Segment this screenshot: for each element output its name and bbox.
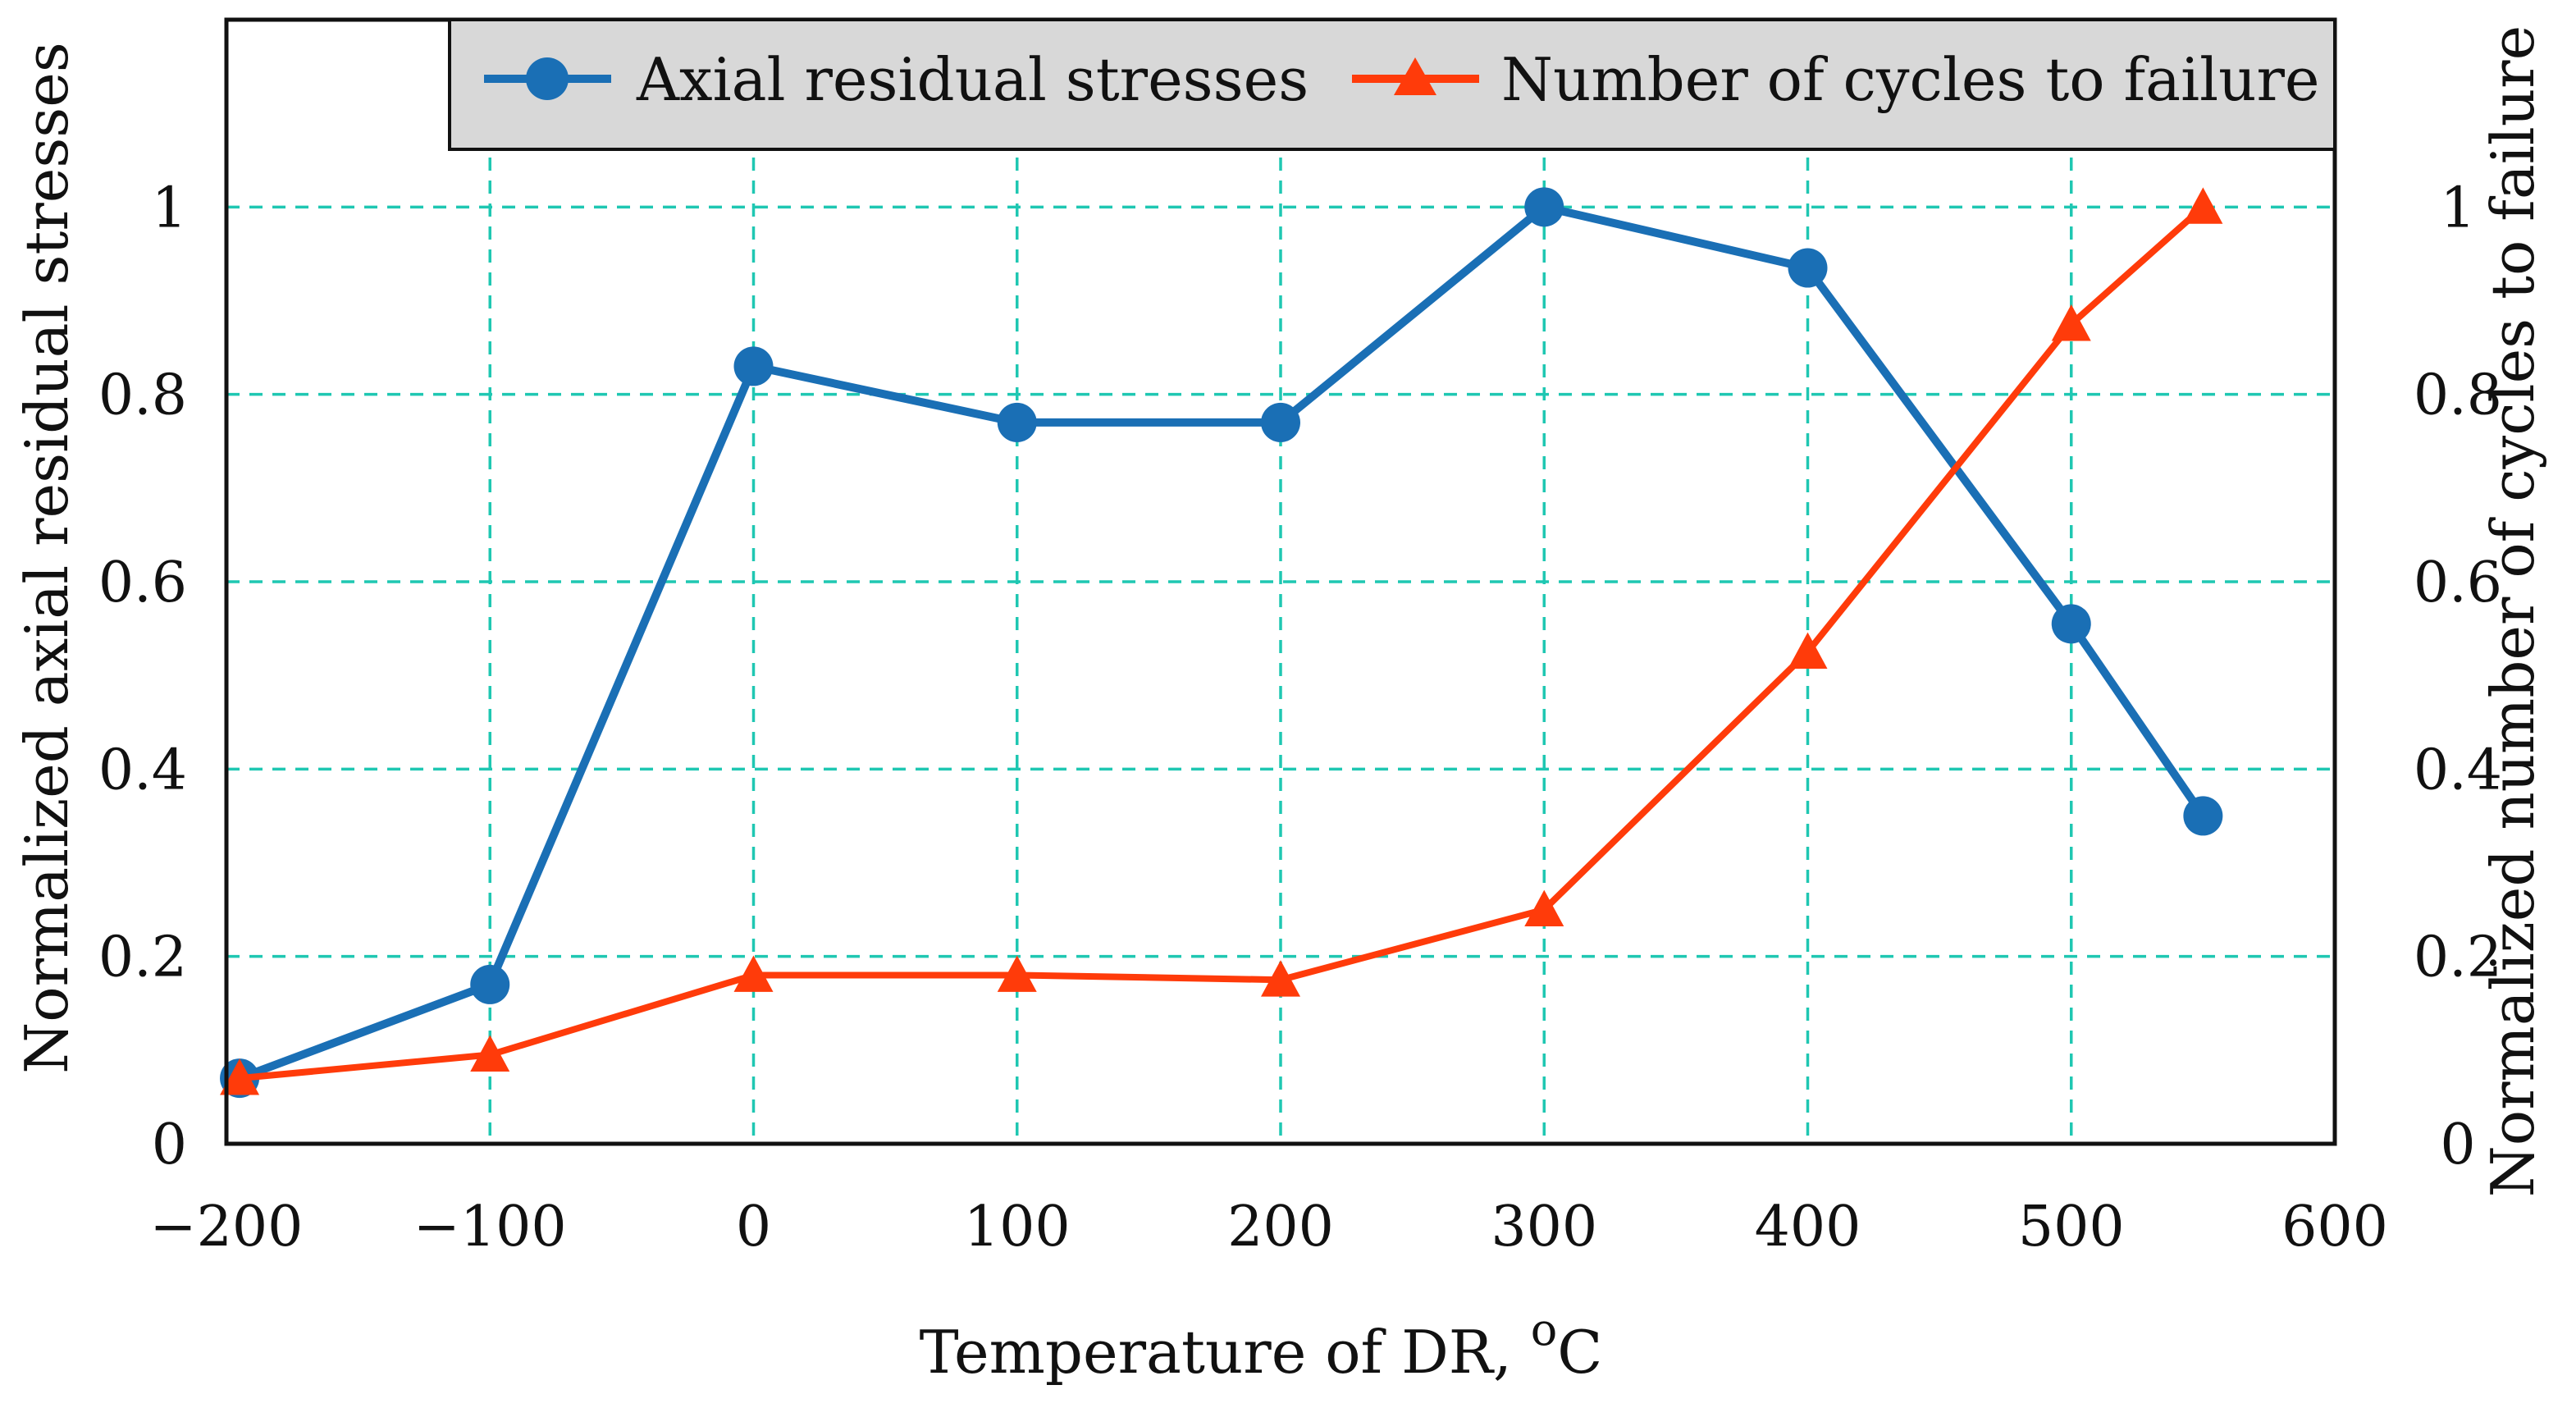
series-1-point-1 — [470, 1035, 510, 1072]
x-tick-label-3: 100 — [964, 1195, 1071, 1259]
series-0-point-7 — [2051, 604, 2091, 644]
legend-label-number-of-cycles: Number of cycles to failure — [1501, 45, 2320, 114]
y-left-tick-label-0: 0 — [152, 1113, 187, 1177]
series-0-point-8 — [2183, 796, 2223, 836]
series-1-point-2 — [733, 955, 774, 992]
legend-marker-number-of-cycles — [1394, 57, 1436, 95]
series-layer — [220, 187, 2223, 1099]
series-1-point-4 — [1261, 960, 1300, 997]
series-0-point-5 — [1524, 187, 1564, 227]
y-right-tick-label-5: 1 — [2440, 176, 2475, 240]
series-1-point-8 — [2183, 187, 2223, 224]
series-0-point-6 — [1788, 248, 1828, 288]
legend-label-axial-residual-stresses: Axial residual stresses — [636, 45, 1309, 114]
x-tick-label-5: 300 — [1491, 1195, 1597, 1259]
x-tick-label-2: 0 — [736, 1195, 771, 1259]
y-left-tick-label-2: 0.4 — [98, 738, 187, 802]
series-1-point-0 — [220, 1058, 260, 1095]
x-tick-label-1: −100 — [413, 1195, 567, 1259]
y-right-tick-label-1: 0.2 — [2414, 926, 2502, 990]
legend-box — [448, 18, 2336, 151]
y-right-tick-label-4: 0.8 — [2414, 363, 2502, 428]
series-0-point-3 — [997, 402, 1037, 442]
x-tick-label-4: 200 — [1227, 1195, 1334, 1259]
series-1-point-5 — [1524, 889, 1564, 926]
x-axis-title: Temperature of DR, oC — [920, 1304, 1603, 1387]
x-tick-label-8: 600 — [2281, 1195, 2388, 1259]
legend-marker-axial-residual-stresses — [526, 57, 569, 100]
series-0-point-1 — [470, 964, 510, 1004]
y-right-tick-label-0: 0 — [2440, 1113, 2475, 1177]
x-tick-label-0: −200 — [150, 1195, 304, 1259]
series-1-point-7 — [2051, 304, 2091, 341]
y-axis-right-title: Normalized number of cycles to failure — [2478, 25, 2547, 1197]
ticks: −200 −100 0 100 200 300 400 500 600 0 0 0.2 0.2 0.4 0.… — [98, 176, 2502, 1259]
y-axis-left-title: Normalized axial residual stresses — [12, 42, 81, 1074]
x-tick-label-7: 500 — [2018, 1195, 2125, 1259]
y-right-tick-label-3: 0.6 — [2414, 551, 2502, 615]
x-tick-label-6: 400 — [1755, 1195, 1861, 1259]
y-left-tick-label-1: 0.2 — [98, 926, 187, 990]
series-1-point-3 — [997, 955, 1037, 992]
legend: Axial residual stresses Number of cycles… — [448, 18, 2336, 151]
y-left-tick-label-4: 0.8 — [98, 363, 187, 428]
series-0-point-2 — [733, 346, 774, 386]
y-right-tick-label-2: 0.4 — [2414, 738, 2502, 802]
y-left-tick-label-5: 1 — [152, 176, 187, 240]
series-0-point-4 — [1261, 402, 1300, 442]
y-left-tick-label-3: 0.6 — [98, 551, 187, 615]
series-1-point-6 — [1788, 632, 1828, 670]
